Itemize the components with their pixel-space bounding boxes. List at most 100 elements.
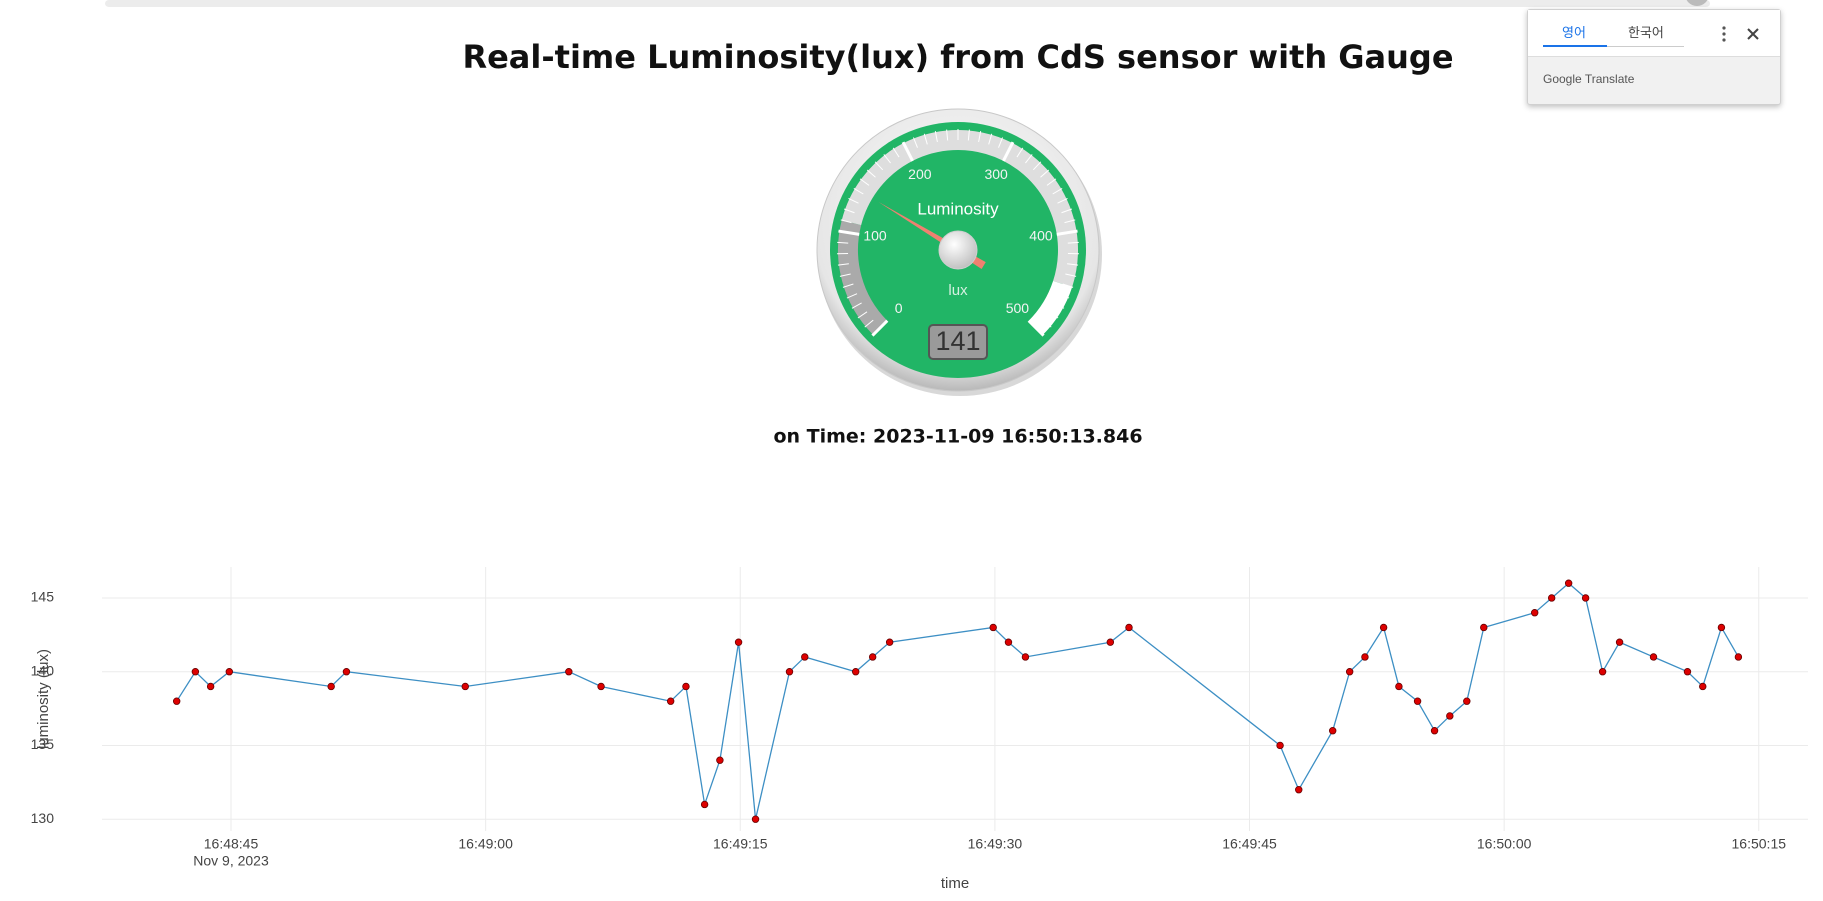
gauge-hub [938,230,978,270]
data-point [1581,594,1590,602]
x-tick-label: 16:50:00 [1477,836,1532,852]
data-point [1430,727,1439,735]
gauge-minor-tick [840,219,852,224]
gauge-title: Luminosity [917,199,999,218]
data-point [801,653,809,661]
menu-button[interactable] [1722,26,1726,42]
y-tick-label: 145 [31,589,55,605]
data-point [327,682,335,691]
gauge-minor-tick [857,311,868,319]
x-tick-label: 16:49:45 [1222,836,1277,852]
gauge-minor-tick [1025,154,1033,164]
gauge-minor-tick [1062,283,1074,288]
data-point [1345,668,1354,676]
browser-avatar [1686,0,1708,6]
translate-popup: 영어 한국어 Google Translate [1527,9,1781,105]
data-point [666,697,675,705]
gauge-minor-tick [892,147,900,158]
x-date-label: Nov 9, 2023 [193,853,269,869]
data-point [1480,623,1488,632]
y-tick-label: 130 [31,810,55,826]
data-point [1125,623,1133,632]
gauge-minor-tick [846,293,858,299]
data-point [1361,653,1369,661]
language-tab[interactable]: 한국어 [1628,25,1664,40]
browser-bar-edge [105,0,1710,7]
gauge-minor-tick [1064,219,1076,224]
gauge-minor-tick [853,187,864,195]
gauge-minor-tick [851,302,862,309]
data-point [1004,638,1013,646]
language-tab[interactable]: 영어 [1562,25,1586,40]
gauge-minor-tick [842,283,854,288]
gauge-minor-tick [864,319,874,328]
x-tick-label: 16:50:15 [1732,836,1787,852]
gauge-tick-label: 200 [908,166,932,182]
data-point [1531,609,1539,617]
data-point [716,756,724,764]
data-point [851,668,860,676]
line-chart: 130 135 140 145 16:48:45 16:49:00 16:49:15 16:4… [31,567,1808,892]
data-point [1021,653,1030,661]
data-point [1413,697,1422,705]
data-point [1106,638,1115,646]
gauge-highlight [838,220,888,335]
data-point [1598,668,1607,676]
gauge: 0 100 200 300 400 500 Luminosity lux 141 [816,108,1102,396]
y-tick-label: 140 [31,662,55,678]
gauge-minor-tick [967,129,970,141]
data-point [1615,638,1624,646]
gauge-highlight [1028,280,1073,335]
data-point [885,638,894,646]
data-point [868,653,877,661]
data-point [342,668,351,676]
gauge-minor-tick [1054,302,1065,309]
gauge-minor-tick [1016,147,1024,158]
translate-tabs [1528,10,1780,57]
data-point [172,697,181,705]
x-tick-label: 16:49:00 [458,836,513,852]
gauge-minor-tick [912,137,918,148]
x-tick-label: 16:48:45 [204,836,259,852]
gauge-tick-label: 100 [863,228,887,244]
x-tick-label: 16:49:15 [713,836,768,852]
gauge-minor-tick [883,154,891,164]
gauge-minor-tick [1046,178,1057,186]
data-point [1564,579,1573,587]
gauge-tick-label: 0 [895,300,903,316]
page-title: Real-time Luminosity(lux) from CdS senso… [462,38,1453,76]
gauge-tick-label: 300 [984,166,1008,182]
gauge-minor-tick [998,137,1004,148]
data-point [1395,682,1403,691]
close-button[interactable] [1747,28,1759,40]
x-axis-title: time [941,875,969,892]
gauge-value: 141 [935,326,980,356]
data-point [785,668,794,676]
popup-icons [1722,26,1759,42]
data-point [751,815,760,823]
gauge-minor-tick [978,131,982,143]
data-point [1276,741,1284,750]
data-point [1649,653,1658,661]
gauge-minor-tick [866,169,876,178]
data-point [1328,727,1337,735]
data-point [989,623,997,632]
data-point [1683,668,1692,676]
gauge-minor-tick [1040,169,1050,178]
y-tick-label: 135 [31,736,55,752]
data-point [206,682,215,691]
gauge-major-tick [1027,319,1045,337]
gauge-minor-tick [837,263,849,266]
data-line [176,582,1739,820]
data-point [225,668,234,676]
gauge-major-tick [1056,229,1078,236]
gauge-tick-label: 400 [1029,228,1053,244]
data-point [1699,682,1707,691]
gauge-minor-tick [1052,187,1063,195]
data-point [682,682,690,691]
gauge-minor-tick [843,208,855,214]
data-point [700,800,709,809]
time-label: on Time: 2023-11-09 16:50:13.846 [773,426,1142,448]
